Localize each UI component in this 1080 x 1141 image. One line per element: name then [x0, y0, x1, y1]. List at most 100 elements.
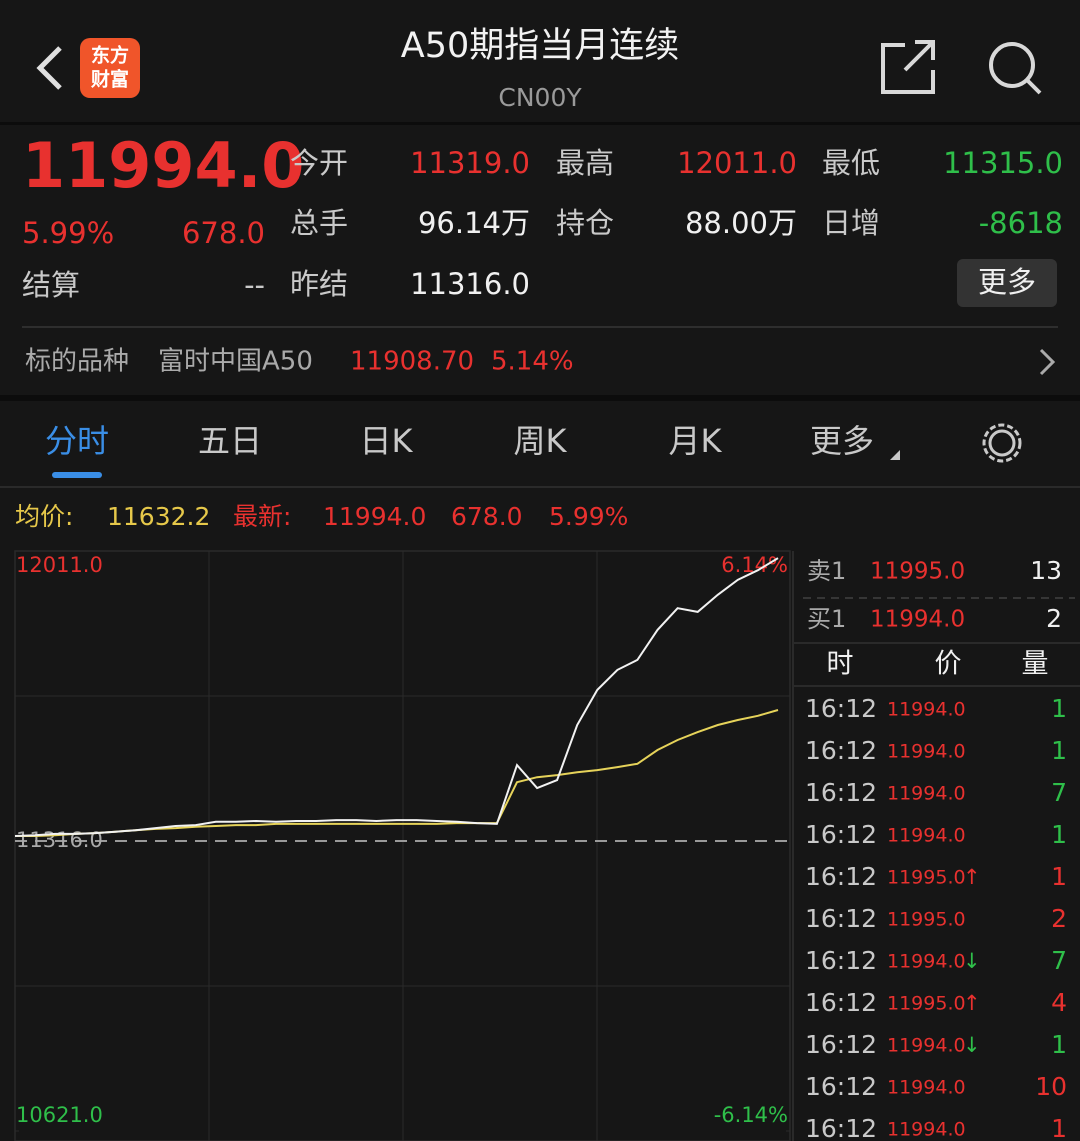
- search-button[interactable]: [989, 42, 1042, 95]
- trade-qty: 7: [1051, 778, 1067, 807]
- trade-time: 16:12: [805, 778, 877, 807]
- change: 678.0: [182, 216, 265, 250]
- trade-arrow: ↓: [963, 1033, 981, 1057]
- book-qty: 2: [1046, 604, 1062, 633]
- intraday-chart: 12011.0 11316.0 10621.0 6.14% -6.14%: [14, 550, 791, 1141]
- latest-label: 最新:: [233, 502, 291, 531]
- field-value: 88.00万: [685, 206, 797, 240]
- trade-price: 11994.0: [887, 951, 966, 973]
- trade-arrow: ↑: [963, 865, 981, 889]
- underlying-chevron[interactable]: [1039, 348, 1056, 376]
- trade-qty: 7: [1051, 946, 1067, 975]
- trade-qty: 1: [1051, 820, 1067, 849]
- field-value: 11319.0: [410, 146, 530, 180]
- trades-header: 时: [827, 649, 854, 680]
- tab[interactable]: 日K: [360, 422, 414, 460]
- trade-price: 11994.0: [887, 741, 966, 763]
- trade-price: 11994.0: [887, 1119, 966, 1141]
- trade-time: 16:12: [805, 820, 877, 849]
- book-label: 买1: [807, 605, 846, 633]
- last-price: 11994.0: [22, 129, 304, 202]
- y2-tick-label: -6.14%: [714, 1103, 788, 1127]
- field-label: 今开: [290, 146, 348, 180]
- settle-value: --: [244, 268, 265, 302]
- share-button[interactable]: [881, 40, 935, 94]
- trade-price: 11995.0: [887, 993, 966, 1015]
- latest-change: 678.0: [451, 502, 523, 531]
- field-label: 最高: [556, 146, 614, 180]
- field-label: 昨结: [290, 267, 348, 301]
- tab[interactable]: 周K: [514, 422, 568, 460]
- trade-time: 16:12: [805, 946, 877, 975]
- y2-tick-label: 6.14%: [721, 553, 788, 577]
- field-value: 11315.0: [943, 146, 1063, 180]
- trade-price: 11994.0: [887, 1035, 966, 1057]
- trade-qty: 1: [1051, 694, 1067, 723]
- trade-qty: 1: [1051, 736, 1067, 765]
- y-tick-label: 11316.0: [16, 828, 103, 852]
- tab[interactable]: 更多: [810, 422, 874, 460]
- trade-time: 16:12: [805, 1072, 877, 1101]
- settle-label: 结算: [22, 268, 80, 302]
- trade-time: 16:12: [805, 904, 877, 933]
- trade-price: 11995.0: [887, 909, 966, 931]
- trade-price: 11994.0: [887, 1077, 966, 1099]
- page-title: A50期指当月连续: [401, 26, 679, 66]
- avg-value: 11632.2: [107, 502, 210, 531]
- field-value: -8618: [979, 206, 1063, 240]
- trade-qty: 2: [1051, 904, 1067, 933]
- back-button[interactable]: [36, 46, 62, 90]
- book-qty: 13: [1030, 556, 1062, 585]
- logo-text: 东方: [91, 44, 129, 67]
- trade-price: 11994.0: [887, 825, 966, 847]
- field-value: 12011.0: [677, 146, 797, 180]
- field-value: 96.14万: [418, 206, 530, 240]
- trade-qty: 10: [1035, 1072, 1067, 1101]
- trade-qty: 1: [1051, 1114, 1067, 1141]
- trade-time: 16:12: [805, 736, 877, 765]
- underlying-label: 标的品种: [25, 347, 129, 377]
- divider: [0, 122, 1080, 125]
- settings-button-gear[interactable]: [982, 423, 1022, 463]
- trade-arrow: ↑: [963, 991, 981, 1015]
- more-button[interactable]: [957, 259, 1057, 307]
- underlying-name[interactable]: 富时中国A50: [158, 347, 313, 377]
- trade-price: 11994.0: [887, 699, 966, 721]
- divider: [0, 395, 1080, 401]
- trade-qty: 1: [1051, 1030, 1067, 1059]
- field-label: 日增: [822, 206, 880, 240]
- underlying-price: 11908.70: [350, 347, 474, 377]
- field-value: 11316.0: [410, 267, 530, 301]
- change-pct: 5.99%: [22, 216, 114, 250]
- instrument-code: CN00Y: [498, 83, 582, 112]
- trade-qty: 1: [1051, 862, 1067, 891]
- dropdown-indicator[interactable]: [890, 450, 900, 460]
- trade-time: 16:12: [805, 862, 877, 891]
- book-price: 11994.0: [870, 607, 965, 633]
- trade-price: 11995.0: [887, 867, 966, 889]
- field-label: 最低: [822, 146, 880, 180]
- settings-button[interactable]: [988, 429, 1016, 457]
- y-tick-label: 12011.0: [16, 553, 103, 577]
- underlying-pct: 5.14%: [491, 347, 574, 377]
- trade-arrow: ↓: [963, 949, 981, 973]
- trade-time: 16:12: [805, 1030, 877, 1059]
- tab-underline: [52, 472, 102, 478]
- field-label: 总手: [290, 206, 348, 240]
- trades-header: 价: [935, 649, 962, 680]
- series-line: [14, 557, 779, 837]
- y-tick-label: 10621.0: [16, 1103, 103, 1127]
- latest-pct: 5.99%: [549, 502, 628, 531]
- tab[interactable]: 分时: [45, 422, 109, 460]
- trade-time: 16:12: [805, 694, 877, 723]
- tab[interactable]: 五日: [198, 422, 262, 460]
- trades-header: 量: [1022, 649, 1049, 680]
- book-price: 11995.0: [870, 559, 965, 585]
- app-logo[interactable]: [80, 38, 140, 98]
- tab[interactable]: 月K: [669, 422, 723, 460]
- field-label: 持仓: [556, 206, 614, 240]
- more-button-label[interactable]: 更多: [978, 265, 1036, 299]
